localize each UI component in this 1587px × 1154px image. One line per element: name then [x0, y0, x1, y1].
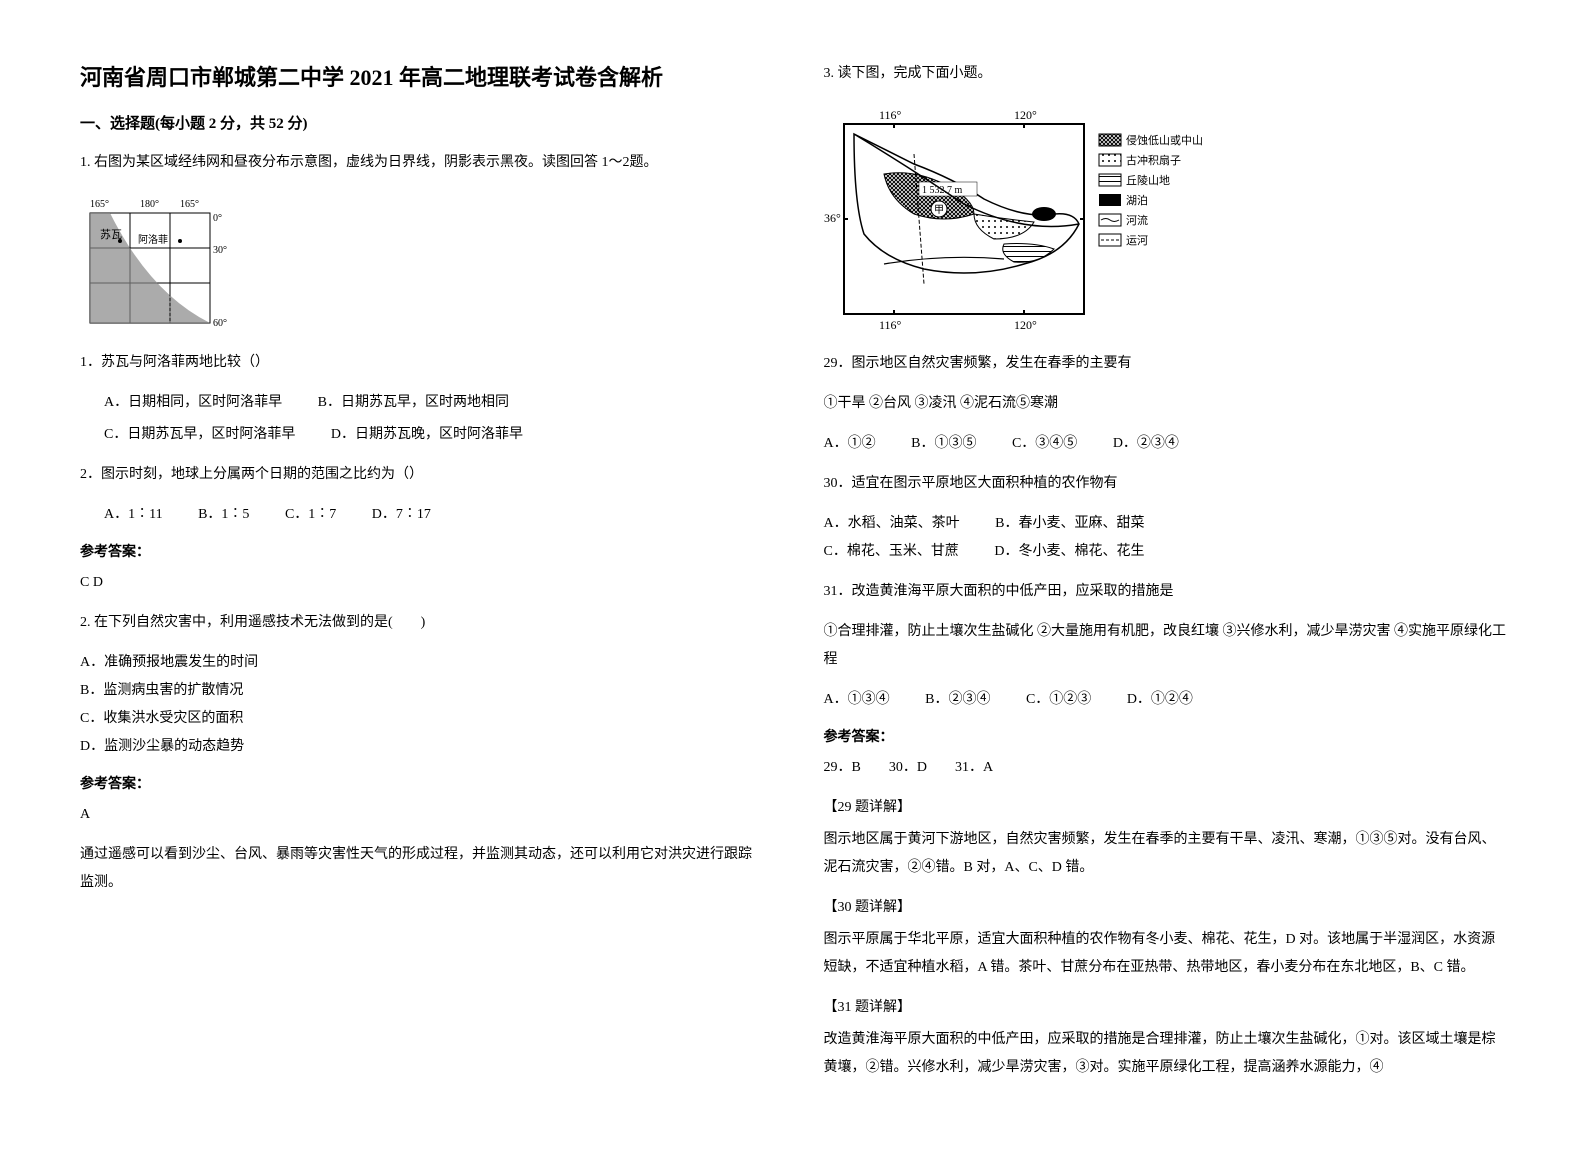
q29-opt-d: D．②③④: [1113, 430, 1179, 458]
q1-text: 1．苏瓦与阿洛菲两地比较（）: [80, 349, 764, 377]
fig1-lon1: 165°: [90, 199, 109, 210]
answer-label-1: 参考答案：: [80, 541, 764, 561]
legend-1: 古冲积扇子: [1126, 153, 1181, 167]
figure-2: 116° 120° 116° 120° 36° 1 532.7 m 甲: [824, 104, 1508, 334]
fig2-legend: 侵蚀低山或中山 古冲积扇子 丘陵山地 湖泊 河流 运河: [1099, 133, 1203, 247]
fig2-lon120-bot: 120°: [1014, 318, 1037, 332]
q30-opt-a: A．水稻、油菜、茶叶: [824, 510, 960, 538]
legend-3: 湖泊: [1126, 194, 1148, 207]
legend-5: 运河: [1126, 234, 1148, 247]
exp30-text: 图示平原属于华北平原，适宜大面积种植的农作物有冬小麦、棉花、花生，D 对。该地属…: [824, 926, 1508, 982]
answer-label-3: 参考答案：: [80, 773, 764, 793]
q1-intro: 1. 右图为某区域经纬网和昼夜分布示意图，虚线为日界线，阴影表示黑夜。读图回答 …: [80, 149, 764, 177]
q3-opt-a: A．准确预报地震发生的时间: [80, 649, 764, 677]
q2-opt-b: B．1∶5: [198, 501, 249, 529]
q3-options: A．准确预报地震发生的时间 B．监测病虫害的扩散情况 C．收集洪水受灾区的面积 …: [80, 649, 764, 761]
q1-options: A．日期相同，区时阿洛菲早 B．日期苏瓦早，区时两地相同 C．日期苏瓦早，区时阿…: [80, 389, 764, 449]
q30-text: 30．适宜在图示平原地区大面积种植的农作物有: [824, 470, 1508, 498]
q1-opt-c: C．日期苏瓦早，区时阿洛菲早: [104, 421, 295, 449]
right-column: 3. 读下图，完成下面小题。 116°: [824, 60, 1508, 1094]
q30-opt-d: D．冬小麦、棉花、花生: [994, 538, 1144, 566]
q29-text: 29．图示地区自然灾害频繁，发生在春季的主要有: [824, 350, 1508, 378]
legend-4: 河流: [1126, 213, 1148, 227]
q3-text: 2. 在下列自然灾害中，利用遥感技术无法做到的是( ): [80, 609, 764, 637]
q30-options: A．水稻、油菜、茶叶 B．春小麦、亚麻、甜菜 C．棉花、玉米、甘蔗 D．冬小麦、…: [824, 510, 1508, 566]
exp31-title: 【31 题详解】: [824, 994, 1508, 1022]
fig1-lat60: 60°: [213, 318, 227, 329]
q2-opt-d: D．7∶17: [372, 501, 431, 529]
fig2-lon116-bot: 116°: [879, 318, 902, 332]
fig1-lat0: 0°: [213, 213, 222, 224]
answer-2931: 29．B 30．D 31．A: [824, 754, 1508, 782]
q1-opt-d: D．日期苏瓦晚，区时阿洛菲早: [331, 421, 523, 449]
q1-opt-b: B．日期苏瓦早，区时两地相同: [318, 389, 509, 417]
q31-opt-c: C．①②③: [1026, 686, 1091, 714]
fig2-lat36: 36°: [824, 211, 841, 225]
legend-2: 丘陵山地: [1126, 174, 1170, 187]
answer-3-exp: 通过遥感可以看到沙尘、台风、暴雨等灾害性天气的形成过程，并监测其动态，还可以利用…: [80, 841, 764, 897]
q3-opt-b: B．监测病虫害的扩散情况: [80, 677, 764, 705]
doc-title: 河南省周口市郸城第二中学 2021 年高二地理联考试卷含解析: [80, 60, 764, 92]
q31-opt-a: A．①③④: [824, 686, 890, 714]
q29-opt-a: A．①②: [824, 430, 876, 458]
q29-options: A．①② B．①③⑤ C．③④⑤ D．②③④: [824, 430, 1508, 458]
q30-opt-c: C．棉花、玉米、甘蔗: [824, 538, 959, 566]
answer-3: A: [80, 801, 764, 829]
fig1-lon3: 165°: [180, 199, 199, 210]
exp29-text: 图示地区属于黄河下游地区，自然灾害频繁，发生在春季的主要有干旱、凌汛、寒潮，①③…: [824, 826, 1508, 882]
exp30-title: 【30 题详解】: [824, 894, 1508, 922]
q2-opt-a: A．1∶11: [104, 501, 163, 529]
fig2-lon116-top: 116°: [879, 108, 902, 122]
q30-opt-b: B．春小麦、亚麻、甜菜: [995, 510, 1144, 538]
answer-label-2931: 参考答案：: [824, 726, 1508, 746]
exp29-title: 【29 题详解】: [824, 794, 1508, 822]
q29-line2: ①干旱 ②台风 ③凌汛 ④泥石流⑤寒潮: [824, 390, 1508, 418]
q31-opt-b: B．②③④: [925, 686, 990, 714]
answer-12: C D: [80, 569, 764, 597]
q3-opt-d: D．监测沙尘暴的动态趋势: [80, 733, 764, 761]
q31-line2: ①合理排灌，防止土壤次生盐碱化 ②大量施用有机肥，改良红壤 ③兴修水利，减少旱涝…: [824, 618, 1508, 674]
q29-opt-c: C．③④⑤: [1012, 430, 1077, 458]
fig1-place1: 苏瓦: [100, 228, 122, 241]
q2-options: A．1∶11 B．1∶5 C．1∶7 D．7∶17: [80, 501, 764, 529]
q31-options: A．①③④ B．②③④ C．①②③ D．①②④: [824, 686, 1508, 714]
fig2-lon120-top: 120°: [1014, 108, 1037, 122]
fig2-marker: 甲: [934, 205, 944, 216]
q4-intro: 3. 读下图，完成下面小题。: [824, 60, 1508, 88]
figure-1: 165° 180° 165° 0° 30° 60° 苏瓦 阿洛菲: [80, 193, 764, 333]
q29-opt-b: B．①③⑤: [911, 430, 976, 458]
q31-text: 31．改造黄淮海平原大面积的中低产田，应采取的措施是: [824, 578, 1508, 606]
q3-opt-c: C．收集洪水受灾区的面积: [80, 705, 764, 733]
q1-opt-a: A．日期相同，区时阿洛菲早: [104, 389, 282, 417]
fig1-lon2: 180°: [140, 199, 159, 210]
fig1-place2: 阿洛菲: [138, 233, 168, 246]
q2-opt-c: C．1∶7: [285, 501, 336, 529]
left-column: 河南省周口市郸城第二中学 2021 年高二地理联考试卷含解析 一、选择题(每小题…: [80, 60, 764, 1094]
q31-opt-d: D．①②④: [1127, 686, 1193, 714]
legend-0: 侵蚀低山或中山: [1126, 133, 1203, 147]
exp31-text: 改造黄淮海平原大面积的中低产田，应采取的措施是合理排灌，防止土壤次生盐碱化，①对…: [824, 1026, 1508, 1082]
fig1-lat30: 30°: [213, 245, 227, 256]
section-1-header: 一、选择题(每小题 2 分，共 52 分): [80, 112, 764, 133]
q2-text: 2．图示时刻，地球上分属两个日期的范围之比约为（）: [80, 461, 764, 489]
